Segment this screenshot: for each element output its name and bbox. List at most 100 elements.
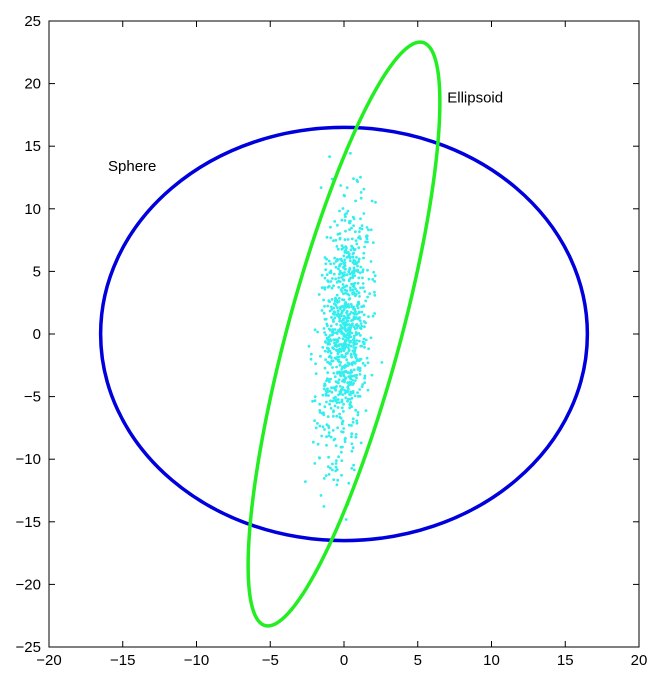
scatter-point (326, 387, 329, 391)
scatter-point (349, 288, 352, 292)
scatter-point (332, 347, 336, 351)
scatter-point (362, 187, 366, 191)
scatter-point (338, 412, 341, 416)
scatter-point (362, 320, 366, 323)
scatter-point (352, 177, 355, 181)
scatter-point (341, 344, 345, 348)
scatter-point (343, 238, 347, 242)
scatter-point (369, 228, 373, 232)
scatter-point (349, 377, 352, 381)
scatter-point (363, 325, 366, 329)
scatter-point (350, 226, 353, 230)
scatter-point (323, 383, 327, 387)
scatter-point (373, 280, 376, 283)
scatter-point (358, 319, 362, 322)
scatter-point (363, 364, 367, 367)
scatter-point (342, 342, 346, 345)
scatter-point (334, 444, 338, 447)
scatter-point (342, 318, 345, 322)
scatter-point (357, 257, 361, 261)
scatter-point (366, 268, 369, 272)
scatter-point (338, 236, 342, 240)
scatter-point (336, 258, 339, 262)
scatter-point (326, 371, 330, 374)
scatter-point (340, 367, 344, 371)
scatter-point (355, 242, 359, 246)
scatter-point (346, 333, 349, 337)
scatter-point (329, 328, 332, 332)
scatter-point (337, 358, 340, 362)
scatter-point (363, 290, 367, 293)
scatter-point (331, 333, 334, 337)
scatter-point (348, 253, 351, 256)
scatter-point (329, 399, 332, 403)
scatter-point (345, 309, 349, 313)
scatter-point (340, 353, 344, 357)
scatter-point (345, 246, 348, 250)
scatter-point (335, 459, 338, 462)
scatter-point (324, 262, 328, 266)
scatter-point (349, 151, 352, 155)
scatter-point (339, 257, 343, 261)
scatter-point (311, 440, 315, 444)
scatter-point (360, 224, 364, 228)
scatter-point (362, 256, 365, 260)
scatter-point (351, 276, 355, 280)
scatter-point (325, 435, 328, 439)
scatter-point (309, 352, 313, 356)
scatter-point (346, 351, 349, 355)
scatter-point (350, 237, 354, 241)
scatter-point (342, 402, 345, 406)
scatter-point (355, 339, 359, 342)
scatter-point (344, 248, 348, 252)
scatter-point (325, 379, 328, 383)
scatter-point (346, 371, 350, 375)
scatter-point (354, 435, 358, 439)
scatter-point (333, 399, 337, 402)
scatter-point (364, 240, 367, 244)
scatter-point (327, 431, 331, 434)
scatter-point (359, 322, 363, 325)
scatter-point (334, 380, 338, 383)
scatter-point (358, 271, 362, 275)
scatter-point (356, 411, 360, 414)
scatter-point (357, 236, 360, 240)
scatter-point (358, 326, 362, 330)
scatter-point (332, 272, 336, 276)
scatter-point (350, 405, 353, 408)
scatter-point (363, 376, 366, 380)
scatter-point (350, 396, 354, 400)
scatter-point (332, 306, 336, 310)
scatter-point (356, 391, 359, 394)
scatter-point (355, 359, 359, 363)
scatter-point (328, 155, 331, 159)
scatter-point (343, 328, 347, 331)
scatter-point (347, 303, 350, 306)
scatter-point (318, 411, 322, 414)
scatter-point (343, 378, 347, 382)
scatter-point (364, 299, 368, 303)
scatter-point (342, 193, 346, 197)
scatter-point (374, 200, 377, 204)
scatter-point (342, 332, 345, 335)
scatter-point (350, 424, 353, 427)
scatter-point (329, 406, 333, 410)
scatter-point (352, 346, 356, 349)
scatter-point (347, 329, 350, 333)
scatter-point (352, 368, 356, 372)
scatter-point (345, 273, 349, 277)
scatter-point (329, 435, 333, 439)
scatter-point (325, 235, 329, 239)
scatter-point (311, 399, 314, 403)
scatter-point (346, 238, 350, 241)
scatter-point (337, 276, 341, 280)
scatter-point (332, 478, 336, 481)
scatter-point (320, 286, 324, 290)
scatter-point (330, 286, 334, 290)
scatter-point (340, 290, 344, 293)
scatter-point (361, 270, 365, 274)
scatter-point (357, 246, 361, 250)
scatter-point (324, 268, 328, 271)
scatter-point (351, 288, 355, 292)
scatter-point (333, 311, 337, 314)
